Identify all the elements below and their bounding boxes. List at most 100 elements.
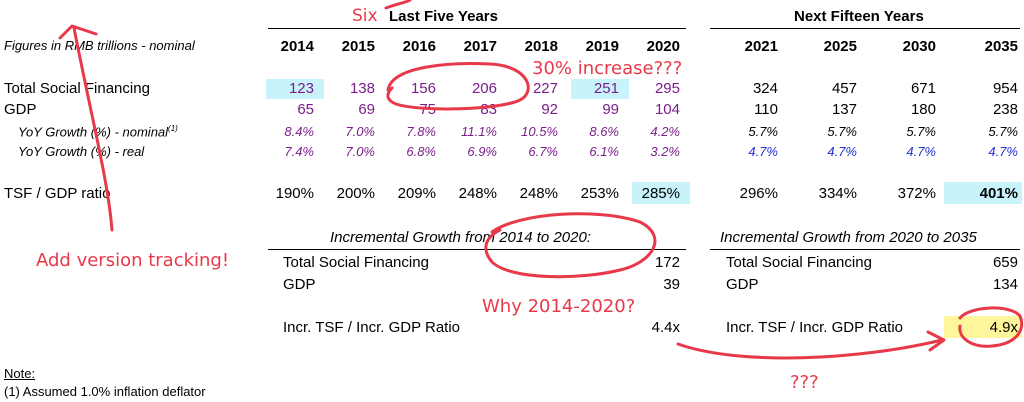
yoyn-2014: 8.4% xyxy=(284,124,314,139)
yoyr-2035: 4.7% xyxy=(988,144,1018,159)
arrow-right-head xyxy=(926,330,946,352)
ratio-2014: 190% xyxy=(275,185,314,202)
year-2035: 2035 xyxy=(984,38,1018,55)
header-next-fifteen-years: Next Fifteen Years xyxy=(794,8,924,25)
ratio-2021: 296% xyxy=(739,185,778,202)
ratio-2030: 372% xyxy=(897,185,936,202)
gdp-2025: 137 xyxy=(831,101,857,118)
incr-left-tsf-value: 172 xyxy=(654,254,680,271)
tsf-2015: 138 xyxy=(349,80,375,97)
tsf-2019: 251 xyxy=(593,80,619,97)
incr-right-ratio-label: Incr. TSF / Incr. GDP Ratio xyxy=(726,319,904,336)
tsf-2030: 671 xyxy=(910,80,936,97)
yoyr-2019: 6.1% xyxy=(589,144,619,159)
yoyr-2014: 7.4% xyxy=(284,144,314,159)
row-label-ratio: TSF / GDP ratio xyxy=(4,185,111,202)
header-last-five-years: Last Five Years xyxy=(389,8,498,25)
gdp-2021: 110 xyxy=(754,101,778,118)
ratio-2018: 248% xyxy=(519,185,558,202)
incr-left-gdp-label: GDP xyxy=(283,276,316,293)
yoyn-2017: 11.1% xyxy=(461,124,497,139)
annotation-six: Six xyxy=(352,6,378,26)
gdp-2019: 99 xyxy=(602,101,619,118)
ratio-2015: 200% xyxy=(336,185,375,202)
row-label-yoy-real: YoY Growth (%) - real xyxy=(18,144,145,159)
incr-left-ratio-value: 4.4x xyxy=(651,319,680,336)
incr-right-title: Incremental Growth from 2020 to 2035 xyxy=(720,229,977,246)
year-2021: 2021 xyxy=(744,38,778,55)
yoyn-2020: 4.2% xyxy=(650,124,680,139)
yoy-nominal-footnote: (1) xyxy=(168,124,178,133)
tsf-2025: 457 xyxy=(831,80,857,97)
year-2018: 2018 xyxy=(524,38,558,55)
highlight-tsf-2019 xyxy=(571,79,629,99)
yoyr-2017: 6.9% xyxy=(467,144,497,159)
tsf-2017: 206 xyxy=(471,80,497,97)
arrow-right-shaft xyxy=(676,338,944,360)
yoyr-2020: 3.2% xyxy=(650,144,680,159)
row-label-yoy-nominal: YoY Growth (%) - nominal(1) xyxy=(18,124,178,139)
tsf-2018: 227 xyxy=(532,80,558,97)
yoyn-2018: 10.5% xyxy=(521,124,558,139)
yoyn-2035: 5.7% xyxy=(988,124,1018,139)
yoyn-2019: 8.6% xyxy=(589,124,619,139)
note-title: Note: xyxy=(4,366,36,381)
tsf-2021: 324 xyxy=(752,80,778,97)
gdp-2015: 69 xyxy=(358,101,375,118)
yoyr-2025: 4.7% xyxy=(827,144,857,159)
highlight-ratio-2035 xyxy=(944,182,1022,204)
yoyn-2015: 7.0% xyxy=(345,124,375,139)
note-text: (1) Assumed 1.0% inflation deflator xyxy=(4,384,206,399)
tsf-2035: 954 xyxy=(992,80,1018,97)
tsf-2014: 123 xyxy=(288,80,314,97)
annotation-question-marks: ??? xyxy=(790,372,819,393)
incr-right-ratio-value: 4.9x xyxy=(989,319,1018,336)
incr-right-tsf-value: 659 xyxy=(992,254,1018,271)
yoyr-2021: 4.7% xyxy=(748,144,778,159)
yoyn-2016: 7.8% xyxy=(406,124,436,139)
yoyr-2018: 6.7% xyxy=(528,144,558,159)
year-2025: 2025 xyxy=(823,38,857,55)
figures-label: Figures in RMB trillions - nominal xyxy=(4,38,195,53)
year-2015: 2015 xyxy=(341,38,375,55)
year-2019: 2019 xyxy=(585,38,619,55)
gdp-2017: 83 xyxy=(480,101,497,118)
tsf-2016: 156 xyxy=(410,80,436,97)
incr-left-gdp-value: 39 xyxy=(663,276,680,293)
ratio-2025: 334% xyxy=(818,185,857,202)
ratio-2016: 209% xyxy=(397,185,436,202)
incr-left-underline xyxy=(268,249,686,250)
yoyr-2030: 4.7% xyxy=(906,144,936,159)
yoy-nominal-text: YoY Growth (%) - nominal xyxy=(18,124,169,140)
yoyr-2016: 6.8% xyxy=(406,144,436,159)
incr-left-title: Incremental Growth from 2014 to 2020: xyxy=(330,229,591,246)
yoyn-2025: 5.7% xyxy=(827,124,857,139)
ratio-2035: 401% xyxy=(979,185,1018,202)
annotation-thirty-pct: 30% increase??? xyxy=(532,58,683,79)
gdp-2030: 180 xyxy=(910,101,936,118)
incr-right-gdp-label: GDP xyxy=(726,276,759,293)
gdp-2035: 238 xyxy=(992,101,1018,118)
incr-left-tsf-label: Total Social Financing xyxy=(283,254,429,271)
ratio-2017: 248% xyxy=(458,185,497,202)
row-label-gdp: GDP xyxy=(4,101,37,118)
gdp-2020: 104 xyxy=(654,101,680,118)
header-last-five-underline xyxy=(268,28,686,29)
incr-right-underline xyxy=(710,249,1020,250)
highlight-tsf-2014 xyxy=(266,79,324,99)
tsf-2020: 295 xyxy=(654,80,680,97)
incr-left-ratio-label: Incr. TSF / Incr. GDP Ratio xyxy=(283,319,461,336)
incr-right-gdp-value: 134 xyxy=(992,276,1018,293)
ratio-2020: 285% xyxy=(641,185,680,202)
header-next-fifteen-underline xyxy=(710,28,1020,29)
year-2017: 2017 xyxy=(463,38,497,55)
yoyn-2021: 5.7% xyxy=(748,124,778,139)
annotation-version-tracking: Add version tracking! xyxy=(36,250,230,271)
year-2016: 2016 xyxy=(402,38,436,55)
year-2014: 2014 xyxy=(280,38,314,55)
annotation-why-years: Why 2014-2020? xyxy=(482,296,636,317)
yoyr-2015: 7.0% xyxy=(345,144,375,159)
year-2030: 2030 xyxy=(902,38,936,55)
gdp-2014: 65 xyxy=(297,101,314,118)
curl-top xyxy=(384,0,412,10)
